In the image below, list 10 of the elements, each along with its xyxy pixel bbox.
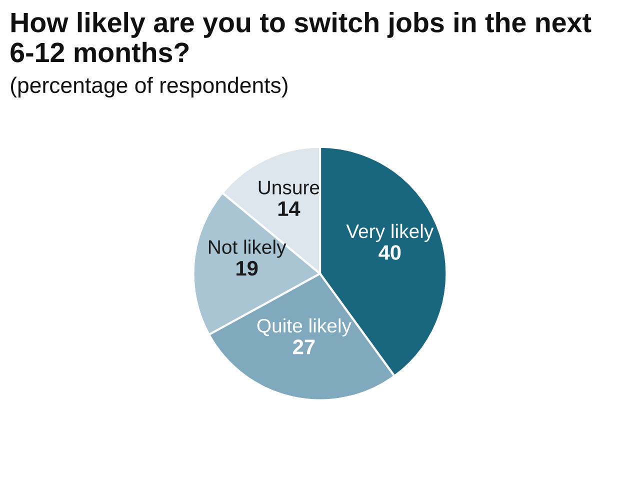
chart-title: How likely are you to switch jobs in the next 6-12 months? xyxy=(10,12,592,62)
chart-subtitle: (percentage of respondents) xyxy=(10,76,288,98)
data-label: 40 xyxy=(378,245,401,260)
slice-label: Not likely xyxy=(208,240,286,258)
data-label: 27 xyxy=(293,340,315,354)
data-label: 14 xyxy=(278,202,300,216)
slice-label: Quite likely xyxy=(257,318,352,336)
slice-label: Very likely xyxy=(346,224,434,242)
slice-label: Unsure xyxy=(258,180,320,194)
data-label: 19 xyxy=(236,260,258,276)
